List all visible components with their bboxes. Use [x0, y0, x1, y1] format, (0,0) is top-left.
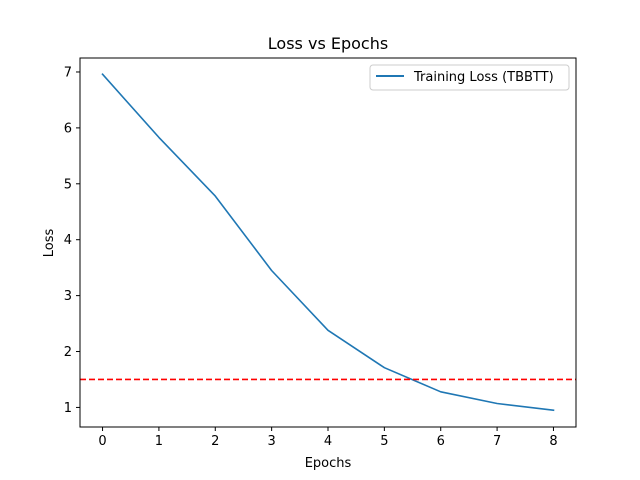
x-tick-label: 4 — [324, 434, 332, 449]
data-point — [101, 73, 104, 76]
series-line-training-loss — [101, 73, 555, 412]
data-point — [327, 329, 330, 332]
x-tick-label: 1 — [155, 434, 163, 449]
y-tick-label: 6 — [64, 121, 72, 136]
x-tick-label: 6 — [437, 434, 445, 449]
data-point — [439, 390, 442, 393]
y-tick-label: 1 — [64, 401, 72, 416]
legend: Training Loss (TBBTT) — [369, 64, 570, 91]
data-point — [270, 269, 273, 272]
x-tick-label: 3 — [267, 434, 275, 449]
x-tick-label: 5 — [380, 434, 388, 449]
chart-title: Loss vs Epochs — [268, 34, 388, 53]
y-tick-label: 5 — [64, 177, 72, 192]
data-point — [214, 195, 217, 198]
data-point — [383, 366, 386, 369]
data-point — [496, 402, 499, 405]
axes-frame — [79, 57, 577, 428]
data-point — [157, 136, 160, 139]
y-tick-label: 3 — [64, 289, 72, 304]
legend-label: Training Loss (TBBTT) — [413, 70, 554, 85]
data-point — [552, 409, 555, 412]
y-tick-label: 4 — [64, 233, 72, 248]
y-tick-label: 2 — [64, 345, 72, 360]
y-axis-label: Loss — [42, 229, 57, 258]
y-axis: 1 2 3 4 5 6 7 — [64, 65, 80, 416]
y-tick-label: 7 — [64, 65, 72, 80]
plot-area — [80, 73, 576, 412]
x-axis: 0 1 2 3 4 5 6 7 8 — [98, 427, 558, 449]
x-tick-label: 8 — [549, 434, 557, 449]
x-tick-label: 7 — [493, 434, 501, 449]
x-tick-label: 2 — [211, 434, 219, 449]
legend-box — [369, 64, 570, 91]
x-axis-label: Epochs — [305, 456, 352, 471]
x-tick-label: 0 — [98, 434, 106, 449]
